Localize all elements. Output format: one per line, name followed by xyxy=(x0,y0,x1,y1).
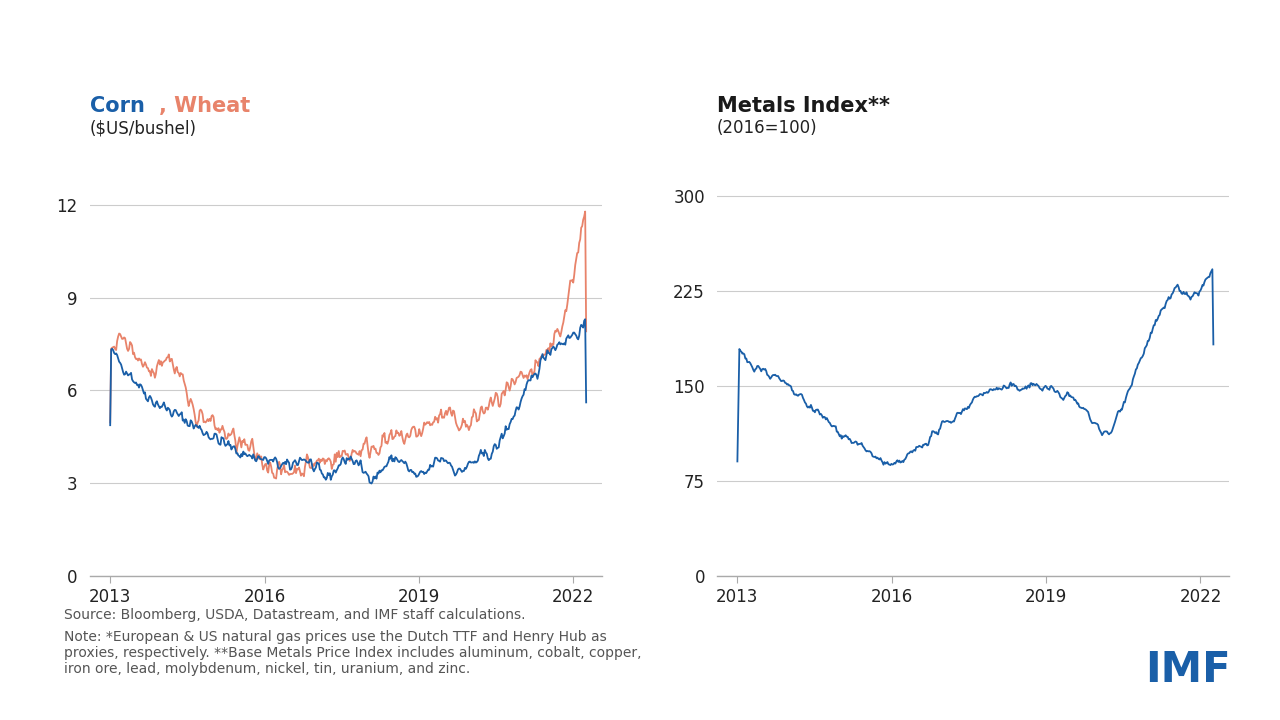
Text: Corn: Corn xyxy=(90,96,145,116)
Text: (2016=100): (2016=100) xyxy=(717,120,818,138)
Text: ($US/bushel): ($US/bushel) xyxy=(90,120,197,138)
Text: Note: *European & US natural gas prices use the Dutch TTF and Henry Hub as
proxi: Note: *European & US natural gas prices … xyxy=(64,630,641,676)
Text: Metals Index**: Metals Index** xyxy=(717,96,890,116)
Text: , Wheat: , Wheat xyxy=(159,96,250,116)
Text: Source: Bloomberg, USDA, Datastream, and IMF staff calculations.: Source: Bloomberg, USDA, Datastream, and… xyxy=(64,608,526,622)
Text: IMF: IMF xyxy=(1146,649,1231,691)
